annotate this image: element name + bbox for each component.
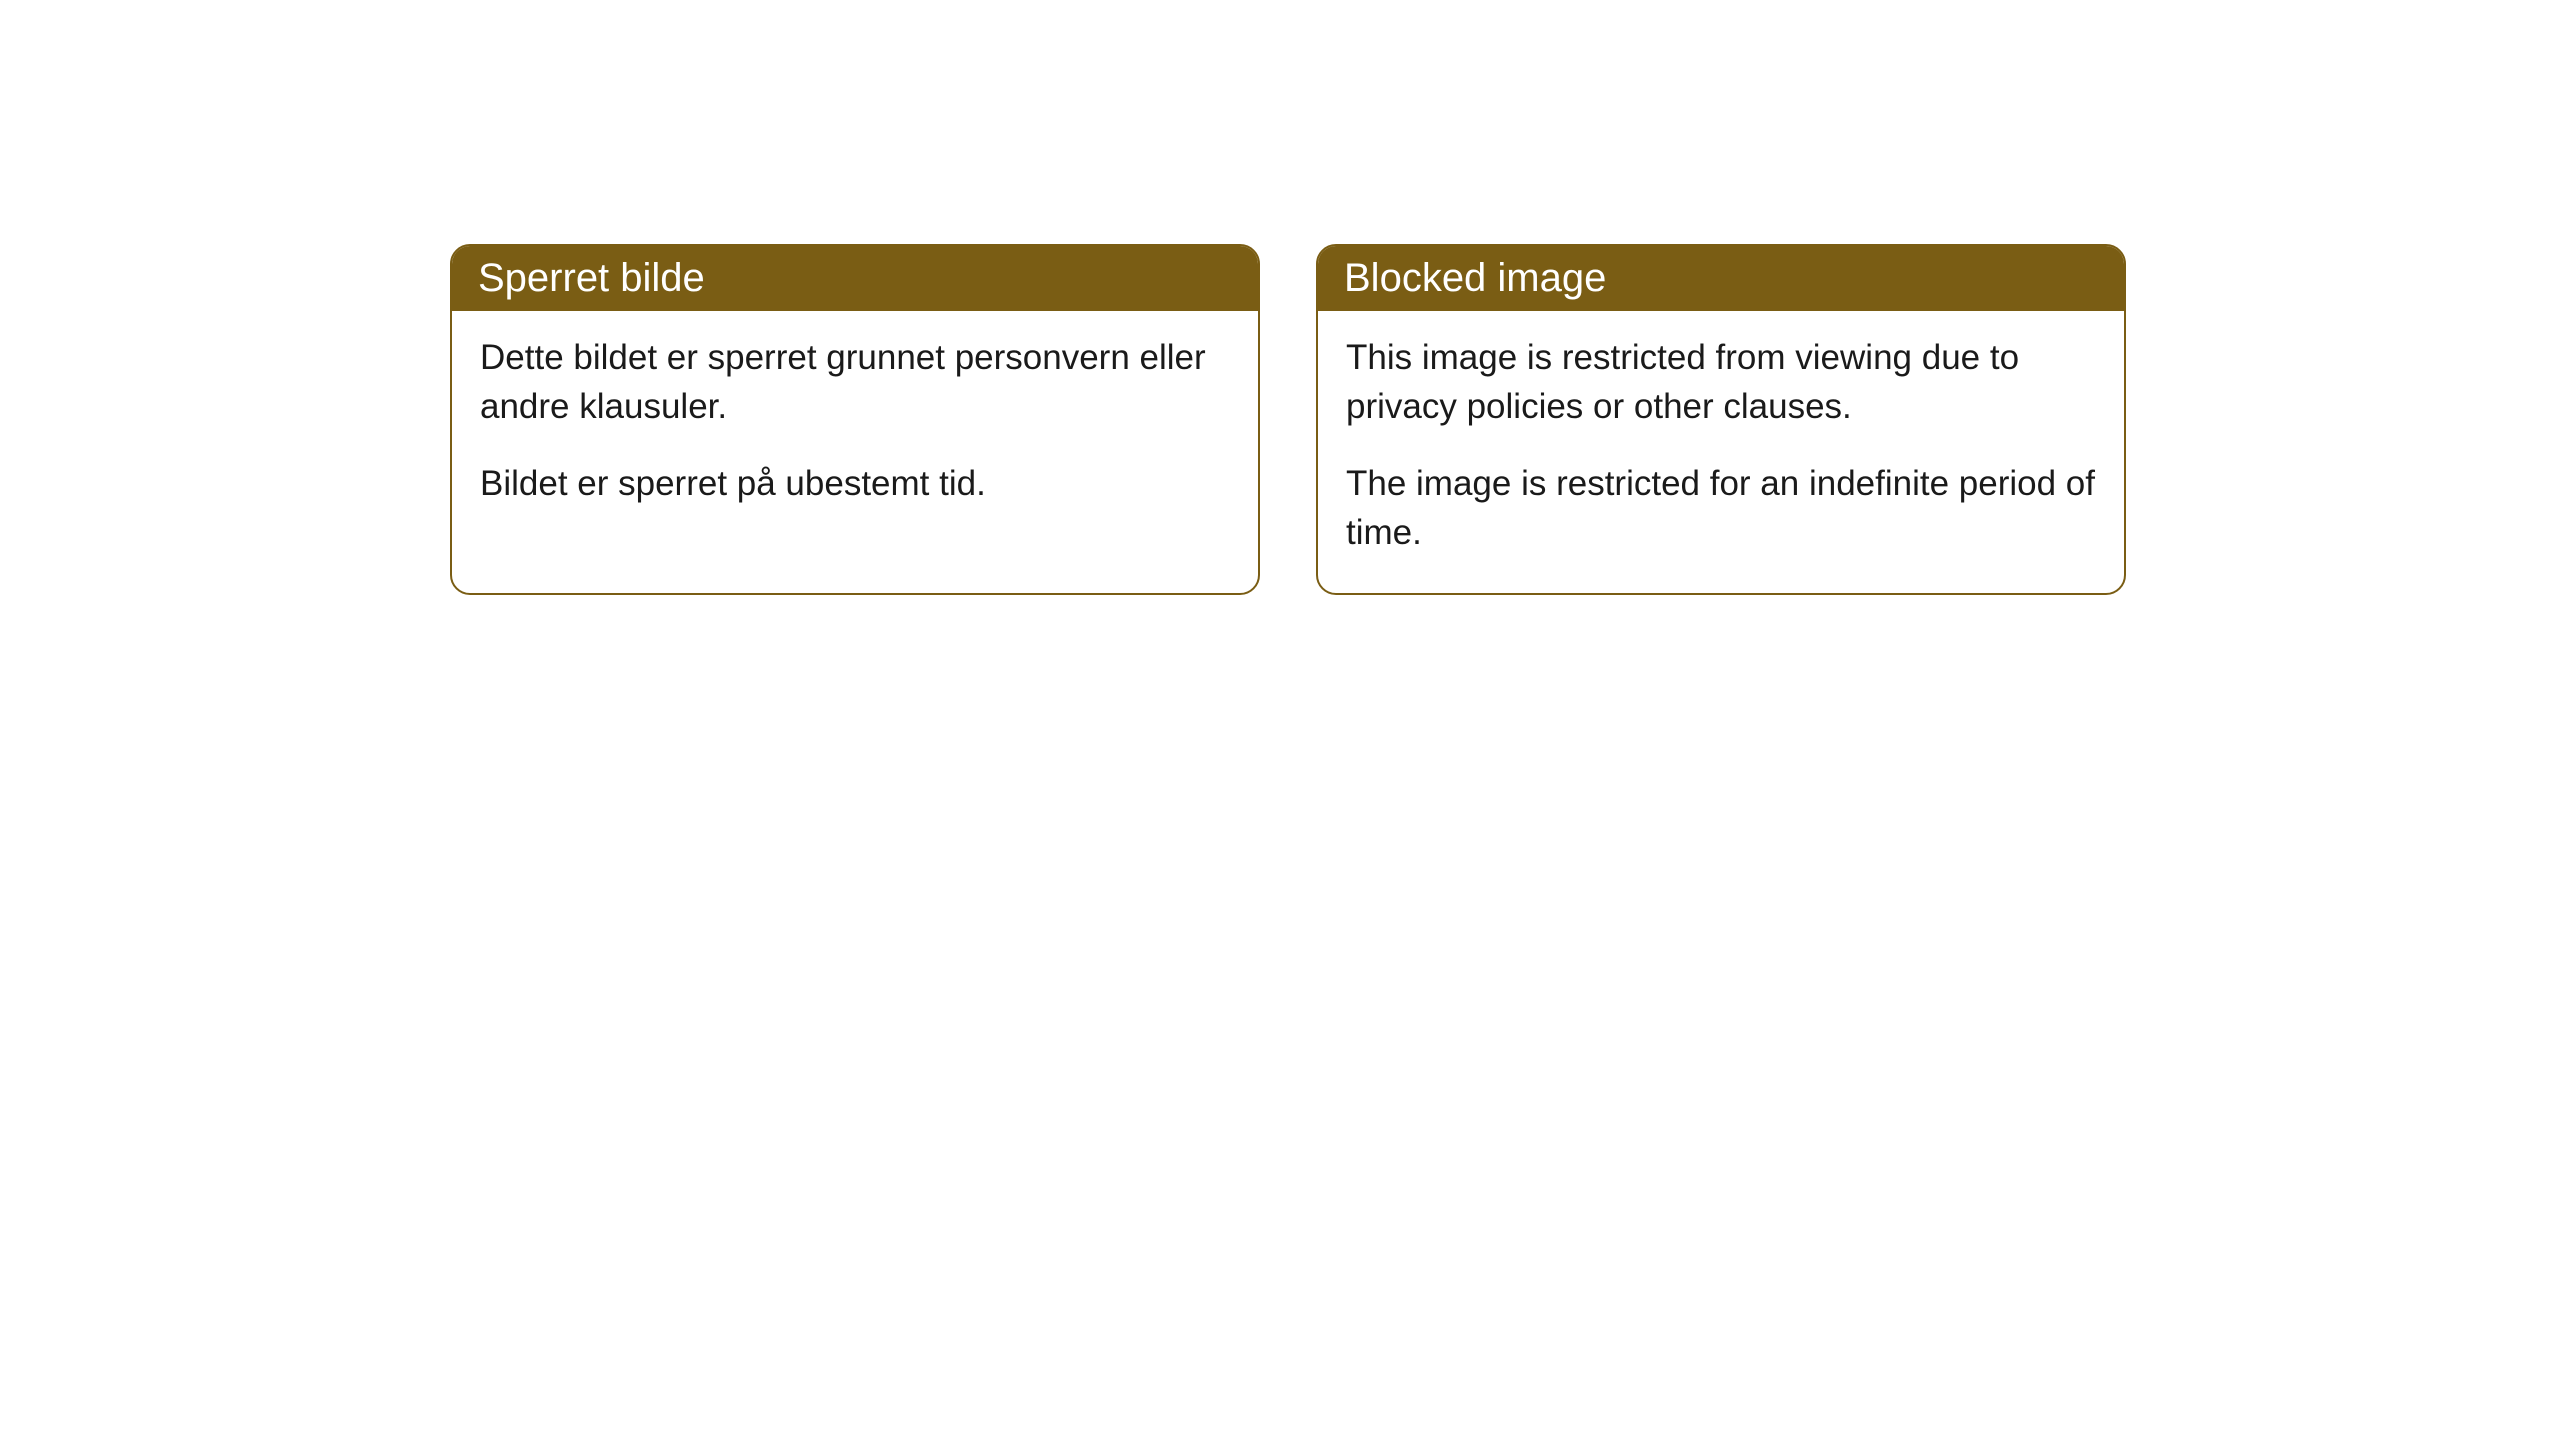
card-header-english: Blocked image <box>1318 246 2124 311</box>
card-body-english: This image is restricted from viewing du… <box>1318 311 2124 593</box>
card-paragraph: Bildet er sperret på ubestemt tid. <box>480 459 1230 508</box>
notice-card-english: Blocked image This image is restricted f… <box>1316 244 2126 595</box>
card-paragraph: The image is restricted for an indefinit… <box>1346 459 2096 557</box>
notice-card-norwegian: Sperret bilde Dette bildet er sperret gr… <box>450 244 1260 595</box>
card-title: Blocked image <box>1344 256 1606 300</box>
card-body-norwegian: Dette bildet er sperret grunnet personve… <box>452 311 1258 544</box>
card-paragraph: Dette bildet er sperret grunnet personve… <box>480 333 1230 431</box>
card-paragraph: This image is restricted from viewing du… <box>1346 333 2096 431</box>
card-title: Sperret bilde <box>478 256 705 300</box>
notice-container: Sperret bilde Dette bildet er sperret gr… <box>0 0 2560 595</box>
card-header-norwegian: Sperret bilde <box>452 246 1258 311</box>
